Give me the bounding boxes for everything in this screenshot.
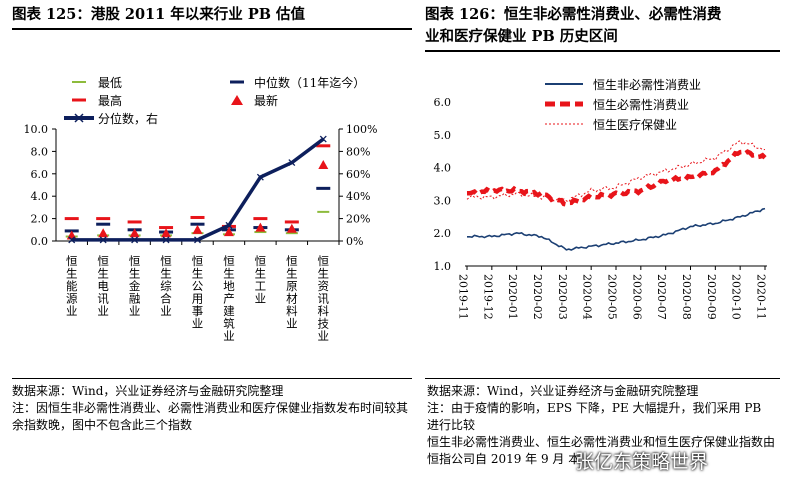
left-legend: 最低 中位数（11年迄今） 最高 最新 分位数，右 xyxy=(64,75,365,126)
percentile-point xyxy=(288,159,296,167)
percentile-point xyxy=(319,135,327,143)
right-title-line1: 图表 126：恒生非必需性消费业、必需性消费 xyxy=(425,6,722,23)
right-x-label: 2020-01 xyxy=(506,274,519,320)
percentile-point xyxy=(99,236,107,244)
right-title-rule xyxy=(425,50,780,52)
right-extra-note: 恒生非必需性消费业、恒生必需性消费业和恒生医疗保健业指数由恒指公司自 2019 … xyxy=(427,435,776,466)
legend-nonessential-label: 恒生非必需性消费业 xyxy=(593,78,701,92)
staples-line xyxy=(466,149,767,207)
left-category-label: 恒生工业 xyxy=(253,255,267,305)
left-ytick-label: 2.0 xyxy=(31,213,49,226)
left-y2tick-label: 20% xyxy=(346,213,370,226)
right-ytick-label: 3.0 xyxy=(434,194,452,207)
left-y2tick-label: 80% xyxy=(346,145,370,158)
left-category-label: 恒生电讯业 xyxy=(96,255,110,318)
right-ytick-label: 6.0 xyxy=(434,96,452,109)
left-ytick-label: 6.0 xyxy=(31,168,49,181)
left-chart: 最低 中位数（11年迄今） 最高 最新 分位数，右 0.0 2.0 4.0 6.0 8.… xyxy=(24,75,378,343)
healthcare-line xyxy=(466,140,766,203)
right-ytick-label: 5.0 xyxy=(434,129,452,142)
left-ytick-label: 4.0 xyxy=(31,190,49,203)
legend-max-label: 最高 xyxy=(98,93,122,108)
left-category-label: 恒生综合业 xyxy=(159,255,173,318)
left-notes: 数据来源：Wind，兴业证券经济与金融研究院整理 注：因恒生非必需性消费业、必需… xyxy=(12,383,412,434)
left-y2tick-label: 100% xyxy=(346,123,377,136)
legend-percentile-label: 分位数，右 xyxy=(98,111,158,126)
latest-mark xyxy=(255,222,266,232)
left-category-label: 恒生金融业 xyxy=(128,255,142,318)
right-chart-title: 图表 126：恒生非必需性消费业、必需性消费 业和医疗保健业 PB 历史区间 xyxy=(425,4,780,48)
right-notes: 数据来源：Wind，兴业证券经济与金融研究院整理 注：由于疫情的影响，EPS 下… xyxy=(427,383,777,468)
right-ytick-label: 4.0 xyxy=(434,162,452,175)
percentile-point xyxy=(68,236,76,244)
left-source: 数据来源：Wind，兴业证券经济与金融研究院整理 xyxy=(12,384,284,398)
right-ytick-label: 2.0 xyxy=(434,227,452,240)
left-footnote: 注：因恒生非必需性消费业、必需性消费业和医疗保健业指数发布时间较其余指数晚，图中… xyxy=(12,401,409,432)
latest-mark xyxy=(286,223,297,233)
latest-mark xyxy=(318,159,329,169)
left-y2tick-label: 60% xyxy=(346,168,370,181)
right-x-label: 2020-05 xyxy=(606,274,619,320)
left-ytick-label: 10.0 xyxy=(24,123,49,136)
legend-latest: 最新 xyxy=(231,93,278,108)
left-y2tick-label: 0% xyxy=(346,235,363,248)
right-x-label: 2020-04 xyxy=(581,274,594,320)
left-category-label: 恒生原材料业 xyxy=(285,255,299,330)
left-ytick-label: 8.0 xyxy=(31,145,49,158)
legend-healthcare: 恒生医疗保健业 xyxy=(545,118,677,132)
right-source: 数据来源：Wind，兴业证券经济与金融研究院整理 xyxy=(427,384,699,398)
latest-mark xyxy=(129,228,140,238)
left-chart-title: 图表 125：港股 2011 年以来行业 PB 估值 xyxy=(12,6,306,23)
right-title-line2: 业和医疗保健业 PB 历史区间 xyxy=(425,28,618,45)
legend-max: 最高 xyxy=(72,93,122,108)
right-x-label: 2020-07 xyxy=(655,274,668,320)
right-x-label: 2020-06 xyxy=(630,274,643,320)
left-category-label: 恒生资讯科技业 xyxy=(316,255,330,343)
latest-mark xyxy=(98,228,109,238)
right-notes-rule xyxy=(425,378,780,379)
left-category-label: 恒生能源业 xyxy=(65,255,79,318)
legend-median: 中位数（11年迄今） xyxy=(230,75,365,90)
right-ytick-label: 1.0 xyxy=(434,260,452,273)
left-y2tick-label: 40% xyxy=(346,190,370,203)
right-chart: 恒生非必需性消费业 恒生必需性消费业 恒生医疗保健业 1.0 2.0 3.0 4.0 5… xyxy=(434,78,768,320)
legend-min: 最低 xyxy=(72,76,122,90)
left-category-label: 恒生公用事业 xyxy=(191,255,205,330)
legend-percentile: 分位数，右 xyxy=(64,111,158,126)
latest-mark xyxy=(161,228,172,238)
right-x-label: 2020-02 xyxy=(531,274,544,320)
watermark: 张亿东策略世界 xyxy=(575,451,709,473)
nonessential-line xyxy=(466,207,766,251)
percentile-point xyxy=(131,236,139,244)
right-x-label: 2020-09 xyxy=(705,274,718,320)
left-notes-rule xyxy=(12,378,412,379)
legend-staples-label: 恒生必需性消费业 xyxy=(593,98,689,112)
legend-min-label: 最低 xyxy=(98,76,122,90)
percentile-point xyxy=(225,221,233,229)
legend-healthcare-label: 恒生医疗保健业 xyxy=(593,118,677,132)
right-x-label: 2020-10 xyxy=(730,274,743,320)
left-category-label: 恒生地产建筑业 xyxy=(222,255,236,343)
legend-median-label: 中位数（11年迄今） xyxy=(254,75,365,90)
right-footnote: 注：由于疫情的影响，EPS 下降，PE 大幅提升，我们采用 PB 进行比较 xyxy=(427,401,762,432)
right-x-label: 2019-12 xyxy=(481,274,494,320)
percentile-point xyxy=(256,173,264,181)
legend-nondiscretionary: 恒生非必需性消费业 xyxy=(545,78,701,92)
right-x-label: 2020-08 xyxy=(680,274,693,320)
latest-mark xyxy=(223,227,234,237)
right-x-label: 2020-03 xyxy=(556,274,569,320)
left-ytick-label: 0.0 xyxy=(31,235,49,248)
latest-mark xyxy=(192,224,203,234)
right-legend: 恒生非必需性消费业 恒生必需性消费业 恒生医疗保健业 xyxy=(545,78,701,132)
right-x-label: 2020-11 xyxy=(755,274,768,320)
percentile-point xyxy=(162,236,170,244)
left-title-rule xyxy=(12,28,412,30)
right-x-label: 2019-11 xyxy=(457,274,470,320)
legend-latest-label: 最新 xyxy=(254,93,278,108)
legend-staples: 恒生必需性消费业 xyxy=(545,98,689,112)
percentile-point xyxy=(194,236,201,244)
